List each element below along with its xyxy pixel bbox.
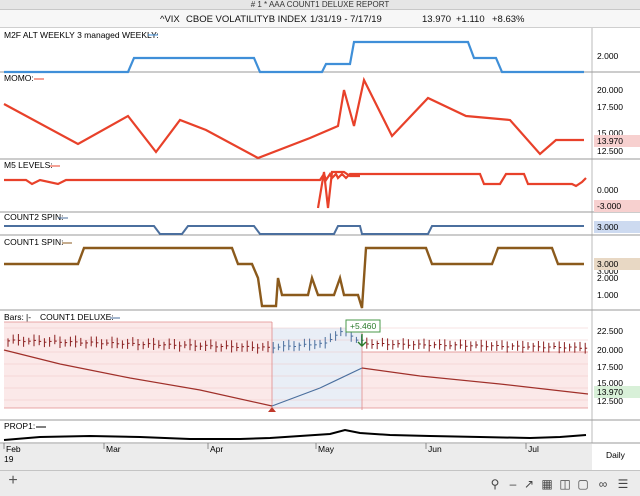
count2-value-badge: 3.000	[597, 222, 619, 232]
momo-value-badge: 13.970	[597, 136, 623, 146]
price-change: +1.110	[456, 14, 485, 25]
trend-line	[3, 349, 273, 407]
bottom-toolbar: + ⚲ – ↗ ▦ ◫ ▢ ∞ ☰	[0, 470, 640, 496]
price-bars	[7, 325, 588, 354]
count1-tick-1: 3.000	[597, 266, 619, 276]
count1-tick-3: 1.000	[597, 290, 619, 300]
count1-value-badge: 3.000	[597, 259, 619, 269]
last-price: 13.970	[422, 14, 452, 25]
bars-tick-1: 22.500	[597, 326, 623, 336]
add-button[interactable]: +	[8, 472, 18, 489]
bars-label-left: Bars:	[4, 312, 24, 322]
axis-label-apr: Apr	[210, 444, 223, 454]
m2f-line	[4, 40, 584, 74]
axis-label-feb: Feb	[6, 444, 21, 454]
count1-label: COUNT1 SPIN:	[4, 237, 64, 247]
bars-label: COUNT1 DELUXE:	[40, 312, 114, 322]
instrument-name: CBOE VOLATILITYB INDEX	[186, 14, 307, 25]
bars-value-badge: 13.970	[597, 387, 623, 397]
m5-tick-1: 0.000	[597, 185, 619, 195]
prop-label: PROP1:	[4, 421, 35, 431]
chart-svg[interactable]: M2F ALT WEEKLY 3 managed WEEKLY: 2.000 M…	[0, 28, 640, 470]
zoom-out-icon[interactable]: –	[509, 477, 517, 491]
symbol: ^VIX	[160, 14, 180, 25]
momo-line	[3, 76, 584, 160]
momo-label: MOMO:	[4, 73, 34, 83]
momo-tick-3: 15.000	[597, 128, 623, 138]
m2f-label: M2F ALT WEEKLY 3 managed WEEKLY:	[4, 30, 159, 40]
count2-line	[4, 225, 584, 235]
grid-icon[interactable]: ▦	[541, 477, 553, 491]
axis-label-mar: Mar	[106, 444, 121, 454]
bars-tick-3: 17.500	[597, 362, 623, 372]
move-callout: +5.460	[350, 321, 377, 331]
momo-tick-1: 20.000	[597, 85, 623, 95]
bars-tick-4: 15.000	[597, 378, 623, 388]
price-change-percent: +8.63%	[492, 14, 525, 25]
layout-icon[interactable]: ◫	[559, 477, 571, 491]
menu-icon[interactable]: ☰	[617, 477, 629, 491]
prop-line	[3, 428, 587, 441]
count2-label: COUNT2 SPIN:	[4, 212, 64, 222]
interval-label[interactable]: Daily	[606, 450, 626, 460]
m5-label: M5 LEVELS:	[4, 160, 53, 170]
count1-line	[4, 246, 584, 309]
search-icon[interactable]: ⚲	[490, 477, 500, 491]
bars-tick-2: 20.000	[597, 345, 623, 355]
link-icon[interactable]: ∞	[598, 477, 608, 491]
momo-tick-2: 17.500	[597, 102, 623, 112]
date-range: 1/31/19 - 7/17/19	[310, 14, 382, 25]
window-title: # 1 * AAA COUNT1 DELUXE REPORT	[0, 0, 640, 10]
axis-year: 19	[4, 454, 14, 464]
m5-line	[4, 171, 587, 188]
chart-draw-icon[interactable]: ↗	[523, 477, 535, 491]
quote-header: ^VIX CBOE VOLATILITYB INDEX 1/31/19 - 7/…	[0, 10, 640, 28]
m5-value-badge: -3.000	[597, 201, 621, 211]
m2f-tick: 2.000	[597, 51, 619, 61]
axis-label-jun: Jun	[428, 444, 442, 454]
window-icon[interactable]: ▢	[577, 477, 589, 491]
momo-tick-4: 12.500	[597, 146, 623, 156]
axis-label-may: May	[318, 444, 335, 454]
bars-label-sep: |-	[26, 312, 31, 322]
axis-label-jul: Jul	[528, 444, 539, 454]
bars-tick-5: 12.500	[597, 396, 623, 406]
count1-tick-2: 2.000	[597, 273, 619, 283]
